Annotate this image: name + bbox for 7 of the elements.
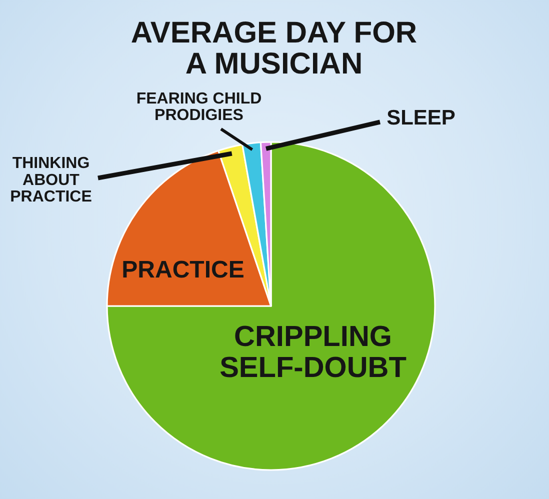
slice-label: THINKING ABOUT PRACTICE [10,154,92,206]
slice-label: CRIPPLING SELF-DOUBT [220,321,407,384]
slice-label: FEARING CHILD PRODIGIES [136,90,262,124]
slice-label: SLEEP [386,106,456,130]
pie-slice [106,141,436,471]
chart-title: AVERAGE DAY FOR A MUSICIAN [130,16,418,80]
slice-label: PRACTICE [122,256,244,284]
